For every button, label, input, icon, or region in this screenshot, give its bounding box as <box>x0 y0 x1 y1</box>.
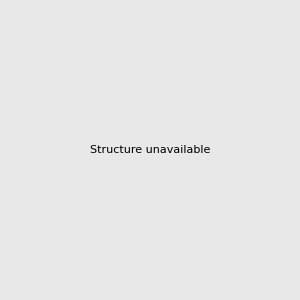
Text: Structure unavailable: Structure unavailable <box>90 145 210 155</box>
